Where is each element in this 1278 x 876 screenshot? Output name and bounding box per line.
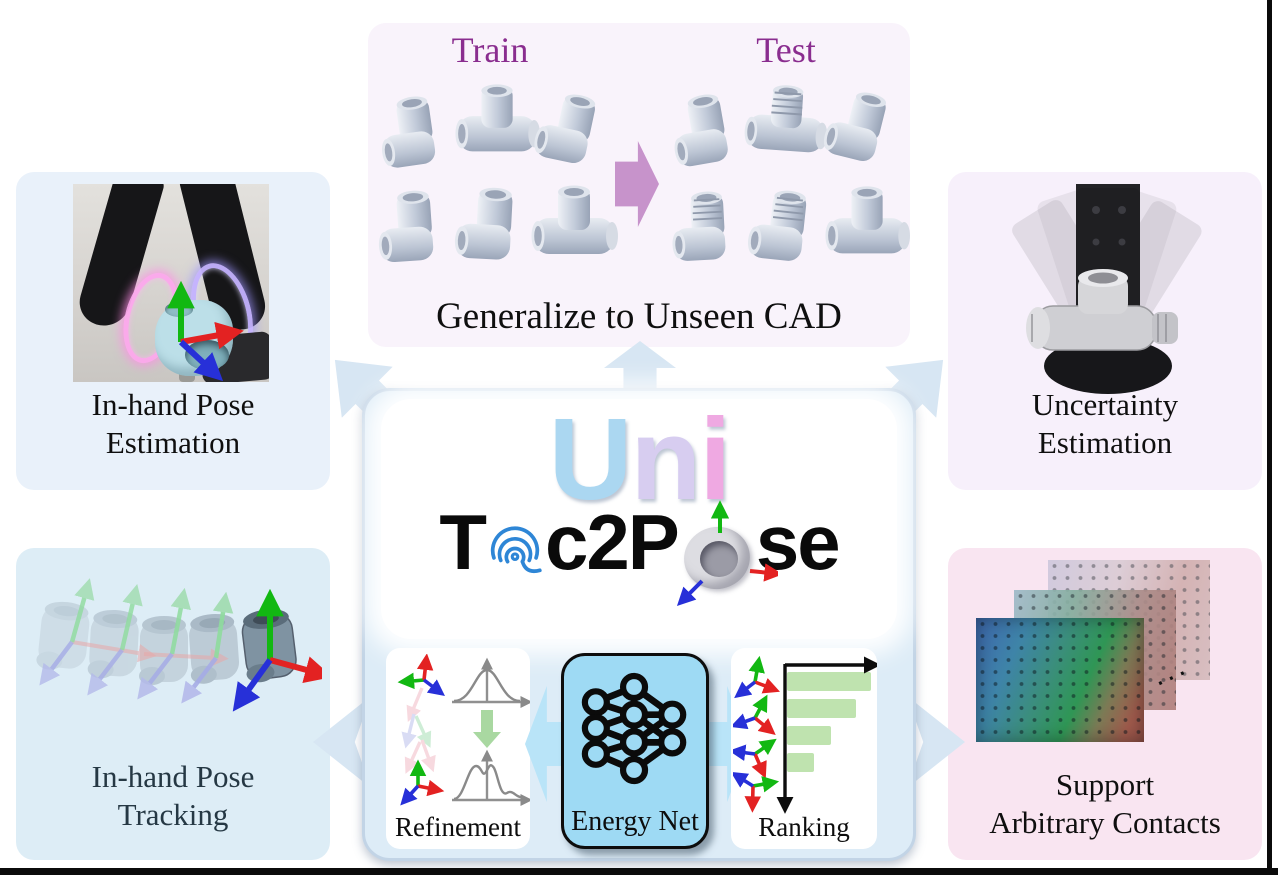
cad-model-train-3: [531, 87, 598, 166]
logo-card: Uni T c2P: [381, 399, 897, 639]
cad-model-train-5: [454, 185, 514, 261]
object-ring-hole: [699, 541, 738, 577]
panel-pose-tracking: In-hand Pose Tracking: [16, 548, 330, 860]
ranking-graphic: [733, 656, 877, 814]
logo-uni: Uni: [381, 401, 897, 517]
train-label: Train: [451, 30, 529, 70]
panel-pose-estimation: In-hand Pose Estimation: [16, 172, 330, 490]
ranking-label: Ranking: [758, 812, 850, 842]
module-energy-net: Energy Net: [561, 653, 709, 849]
pose-tracking-graphic: [35, 578, 322, 712]
uncertainty-graphic: [1012, 184, 1202, 394]
frame-bottom-edge: [0, 868, 1278, 875]
cad-model-test-6: [825, 186, 910, 254]
logo-pose-axes-icon: [676, 500, 778, 607]
logo-letter-u: U: [548, 394, 633, 524]
panel-uncertainty: Uncertainty Estimation: [948, 172, 1262, 490]
cad-model-test-5: [746, 186, 808, 263]
cad-model-train-6: [531, 185, 618, 254]
refinement-label: Refinement: [395, 812, 521, 842]
panel-generalize-cad: Train Test Generalize to Unseen CAD: [368, 23, 910, 347]
panel-arbitrary-contacts: ··· Support Arbitrary Contacts: [948, 548, 1262, 860]
center-method-box: Uni T c2P: [362, 388, 916, 861]
logo-letter-n: n: [630, 394, 701, 524]
neural-network-icon: [581, 672, 687, 785]
cad-model-train-2: [455, 84, 540, 152]
refinement-graphic: [401, 657, 530, 806]
cad-model-test-1: [666, 92, 730, 169]
frame-right-edge: [1267, 0, 1272, 871]
ranking-bar: [787, 699, 856, 718]
tactile-image-front: [976, 618, 1144, 742]
caption-pose-estimation: In-hand Pose Estimation: [91, 387, 255, 461]
energy-net-label: Energy Net: [571, 806, 699, 837]
caption-uncertainty: Uncertainty Estimation: [1031, 387, 1179, 461]
caption-generalize-cad: Generalize to Unseen CAD: [436, 295, 842, 337]
logo-letter-i: i: [699, 394, 731, 524]
caption-arbitrary-contacts: Support Arbitrary Contacts: [989, 767, 1221, 841]
ranking-bar: [787, 753, 814, 772]
logo-object-o: [676, 500, 778, 607]
train-to-test-arrow-icon: [615, 141, 659, 227]
logo-letter-t: T: [439, 498, 487, 586]
module-ranking: Ranking: [731, 648, 877, 849]
fingerprint-icon: [490, 526, 542, 574]
gripper-photo: [73, 184, 269, 382]
module-refinement: Refinement: [386, 648, 530, 849]
logo-tac2pose: T c2P: [381, 498, 897, 607]
cad-model-train-4: [375, 189, 435, 264]
caption-pose-tracking: In-hand Pose Tracking: [91, 759, 255, 833]
ranking-bar: [787, 726, 831, 745]
ranking-bar: [787, 672, 871, 691]
pose-axes-overlay-icon: [167, 280, 244, 382]
arrow-to-top-panel-icon: [604, 341, 676, 393]
test-label: Test: [756, 30, 816, 70]
refine-arrow-icon: [473, 710, 501, 748]
cad-model-test-4: [669, 190, 727, 262]
cad-model-train-1: [375, 94, 437, 170]
logo-letters-c2p: c2P: [545, 498, 680, 586]
